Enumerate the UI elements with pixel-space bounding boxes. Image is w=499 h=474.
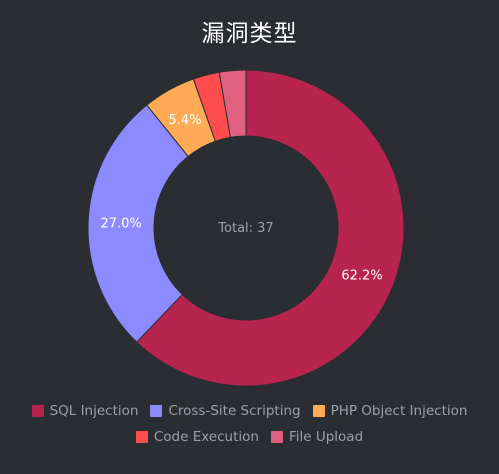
slice-cross-site-scripting[interactable] bbox=[87, 104, 189, 343]
legend-swatch bbox=[135, 431, 148, 443]
chart-title: 漏洞类型 bbox=[201, 21, 298, 47]
slice-file-upload[interactable] bbox=[218, 69, 247, 138]
legend-row-1: SQL Injection Cross-Site Scripting PHP Obj… bbox=[0, 403, 499, 419]
legend-label: SQL Injection bbox=[49, 403, 139, 419]
donut-chart: 62.2% 27.0% 5.4% Total: 37 bbox=[87, 69, 405, 387]
legend-item-php-object-injection[interactable]: PHP Object Injection bbox=[312, 403, 468, 419]
slice-label-sql-injection: 62.2% bbox=[341, 269, 382, 284]
legend-swatch bbox=[31, 405, 44, 417]
legend-item-code-execution[interactable]: Code Execution bbox=[135, 429, 259, 445]
legend-label: File Upload bbox=[288, 429, 364, 445]
slice-label-php-object-injection: 5.4% bbox=[169, 113, 202, 128]
slice-sql-injection[interactable] bbox=[135, 69, 405, 387]
legend-row-2: Code Execution File Upload bbox=[0, 429, 499, 445]
legend-item-file-upload[interactable]: File Upload bbox=[270, 429, 364, 445]
legend-item-sql-injection[interactable]: SQL Injection bbox=[31, 403, 139, 419]
legend-item-cross-site-scripting[interactable]: Cross-Site Scripting bbox=[150, 403, 301, 419]
legend-swatch bbox=[150, 405, 163, 417]
legend-label: Cross-Site Scripting bbox=[168, 403, 301, 419]
legend-label: Code Execution bbox=[153, 429, 259, 445]
legend-label: PHP Object Injection bbox=[330, 403, 468, 419]
slice-label-cross-site-scripting: 27.0% bbox=[100, 217, 141, 232]
total-label: Total: 37 bbox=[217, 221, 273, 236]
legend-swatch bbox=[312, 405, 325, 417]
legend-swatch bbox=[270, 431, 283, 443]
